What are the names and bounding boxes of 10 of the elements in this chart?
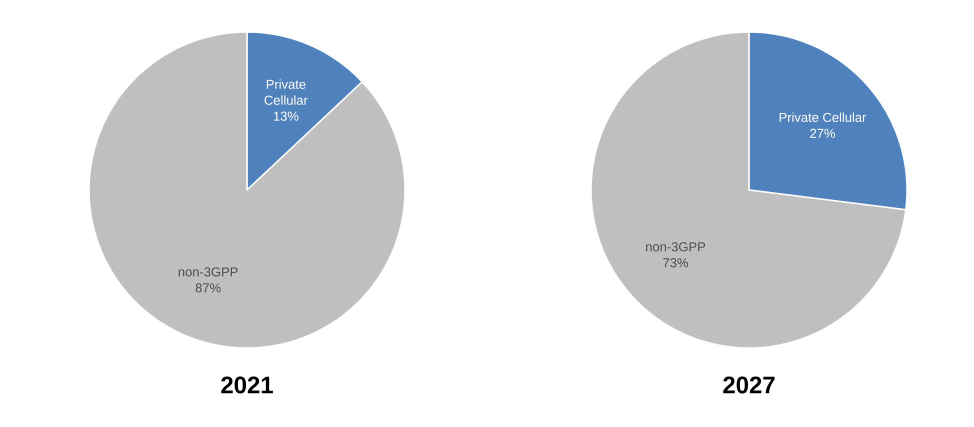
slice-label: non-3GPP [178, 267, 238, 277]
slice-label: Private Cellular [264, 79, 308, 105]
text: 2021 [221, 376, 273, 394]
data-label: 13% [274, 112, 298, 121]
slice-label: Private Cellular [780, 112, 866, 122]
data-label: 73% [663, 258, 688, 268]
slice-label: non-3GPP [646, 242, 706, 252]
data-label: 87% [196, 283, 221, 292]
data-label: 27% [810, 128, 835, 138]
text: 2027 [723, 376, 775, 394]
